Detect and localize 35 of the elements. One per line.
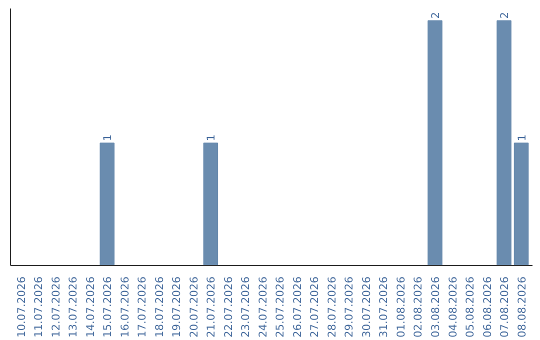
x-tick-label: 10.07.2026 <box>14 276 28 338</box>
x-tick-label: 26.07.2026 <box>290 276 304 338</box>
x-tick-label: 02.08.2026 <box>412 276 425 338</box>
data-label: 2 <box>498 12 512 19</box>
x-tick-label: 19.07.2026 <box>170 276 184 338</box>
x-tick-label: 27.07.2026 <box>308 276 322 338</box>
x-tick-label: 08.08.2026 <box>515 276 528 338</box>
x-tick-label: 18.07.2026 <box>152 276 166 338</box>
x-tick-label: 28.07.2026 <box>325 276 338 338</box>
x-tick-label: 04.08.2026 <box>446 276 460 338</box>
x-tick-label: 31.07.2026 <box>377 276 390 338</box>
x-tick-label: 01.08.2026 <box>394 276 408 338</box>
x-tick-label: 06.08.2026 <box>480 276 494 338</box>
data-label: 2 <box>429 12 442 19</box>
x-tick-label: 03.08.2026 <box>429 276 442 338</box>
x-tick-label: 23.07.2026 <box>239 276 252 338</box>
x-tick-label: 20.07.2026 <box>187 276 200 338</box>
x-tick-label: 14.07.2026 <box>84 276 97 338</box>
x-tick-label: 13.07.2026 <box>66 276 80 338</box>
data-label: 1 <box>101 134 114 142</box>
data-label: 1 <box>515 134 528 142</box>
x-tick-label: 30.07.2026 <box>360 276 373 338</box>
x-tick-label: 17.07.2026 <box>136 276 149 338</box>
x-tick-label: 16.07.2026 <box>118 276 132 338</box>
x-tick-label: 15.07.2026 <box>101 276 114 338</box>
x-tick-label: 07.08.2026 <box>498 276 512 338</box>
data-label: 1 <box>204 134 218 142</box>
x-tick-label: 25.07.2026 <box>274 276 287 338</box>
x-tick-label: 05.08.2026 <box>464 276 477 338</box>
x-tick-label: 29.07.2026 <box>342 276 356 338</box>
x-tick-label: 22.07.2026 <box>222 276 235 338</box>
x-tick-label: 21.07.2026 <box>204 276 218 338</box>
x-tick-label: 11.07.2026 <box>32 276 46 338</box>
x-tick-label: 12.07.2026 <box>49 276 62 338</box>
x-tick-label: 24.07.2026 <box>256 276 270 338</box>
